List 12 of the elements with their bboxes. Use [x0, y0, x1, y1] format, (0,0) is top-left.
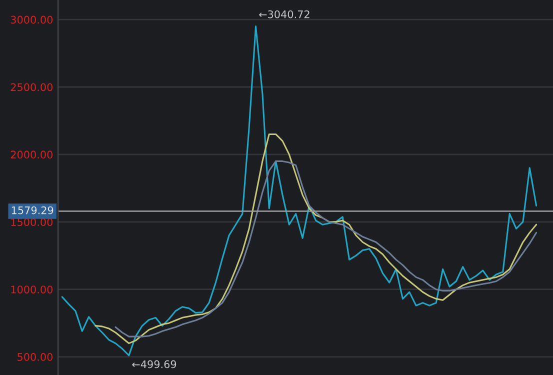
- line-series: [114, 160, 538, 338]
- annotation: ←499.69: [132, 360, 176, 368]
- y-tick-label: 1000.00: [11, 286, 53, 294]
- y-tick-label: 1500.00: [11, 218, 53, 226]
- line-series: [61, 26, 538, 356]
- y-tick-label: 500.00: [18, 353, 53, 361]
- y-tick-label: 2000.00: [10, 150, 53, 159]
- annotation: ←3040.72: [259, 10, 310, 18]
- y-tick-label: 2500.00: [10, 83, 53, 92]
- ref-line-label: 1579.29: [12, 206, 54, 214]
- line-series: [94, 133, 538, 344]
- y-tick-label: 3000.00: [10, 16, 53, 24]
